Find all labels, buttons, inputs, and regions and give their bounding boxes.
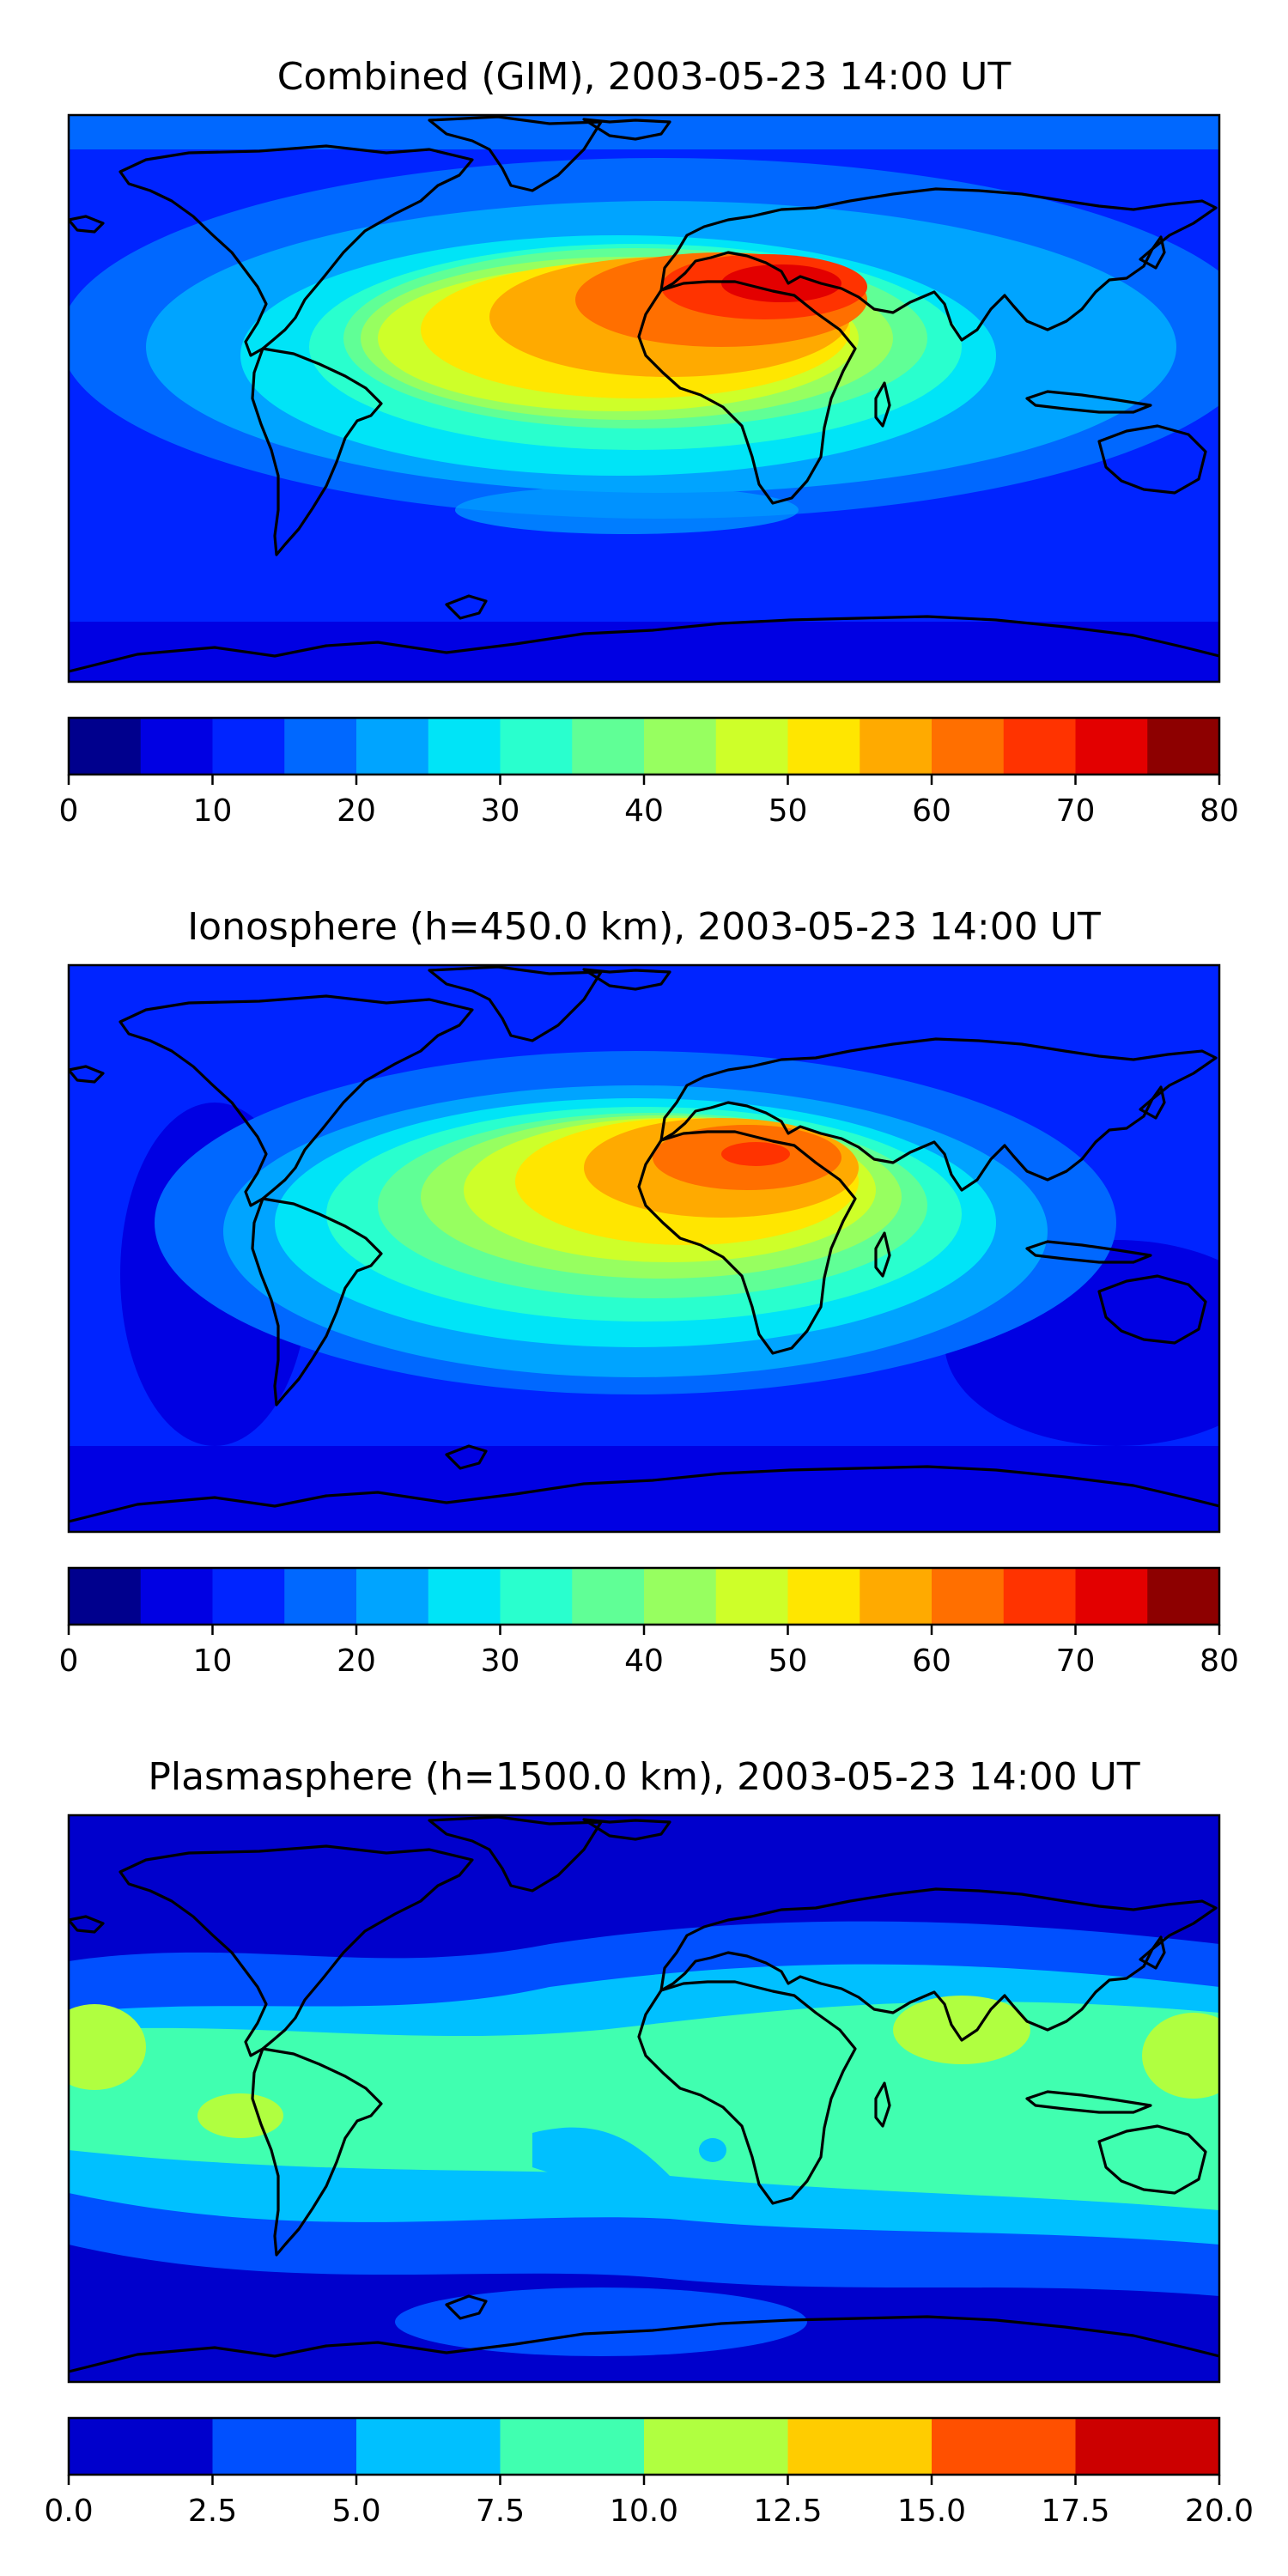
plasmasphere-colorbar-tick-label: 15.0 [897, 2494, 966, 2529]
ionosphere-colorbar-segment [644, 1568, 717, 1625]
plasmasphere-colorbar-tick-label: 20.0 [1185, 2494, 1254, 2529]
ionosphere-colorbar-segment [1075, 1568, 1148, 1625]
plasmasphere-colorbar-tick-label: 5.0 [331, 2494, 380, 2529]
plasmasphere-colorbar: 0.0 2.5 5.0 7.5 10.0 12.5 15.0 17.5 20.0 [44, 2416, 1254, 2529]
combined-colorbar-tick-label: 70 [1056, 793, 1096, 829]
plasmasphere-map-frame [67, 1814, 1221, 2384]
ionosphere-colorbar-segment [500, 1568, 573, 1625]
ionosphere-colorbar-segment [932, 1568, 1005, 1625]
combined-colorbar: 0 10 20 30 40 50 60 70 80 [59, 716, 1239, 829]
ionosphere-colorbar: 0 10 20 30 40 50 60 70 80 [59, 1566, 1239, 1679]
ionosphere-colorbar-segment [715, 1568, 789, 1625]
ionosphere-colorbar-tick-label: 60 [912, 1643, 951, 1679]
ionosphere-colorbar-tick-label: 70 [1056, 1643, 1096, 1679]
combined-colorbar-tick-label: 50 [769, 793, 808, 829]
plasmasphere-colorbar-segment [1075, 2418, 1220, 2475]
plasmasphere-colorbar-tick-label: 2.5 [188, 2494, 237, 2529]
combined-colorbar-segment [140, 718, 214, 775]
combined-colorbar-segment [1003, 718, 1077, 775]
ionosphere-colorbar-tick-label: 10 [193, 1643, 233, 1679]
ionosphere-colorbar-segment [284, 1568, 357, 1625]
ionosphere-colorbar-tick-label: 80 [1200, 1643, 1239, 1679]
ionosphere-colorbar-tick-label: 20 [337, 1643, 376, 1679]
plasmasphere-colorbar-segment [212, 2418, 357, 2475]
combined-title: Combined (GIM), 2003-05-23 14:00 UT [277, 55, 1012, 99]
ionosphere-colorbar-tick-label: 30 [481, 1643, 520, 1679]
combined-colorbar-tick-label: 30 [481, 793, 520, 829]
ionosphere-colorbar-segment [69, 1568, 142, 1625]
combined-colorbar-segment [860, 718, 933, 775]
ionosphere-colorbar-segment [356, 1568, 429, 1625]
combined-colorbar-segment [212, 718, 285, 775]
plasmasphere-map [69, 1815, 1219, 2382]
ionosphere-colorbar-segment [572, 1568, 645, 1625]
combined-colorbar-segment [787, 718, 860, 775]
plasmasphere-title: Plasmasphere (h=1500.0 km), 2003-05-23 1… [148, 1755, 1139, 1799]
ionosphere-title: Ionosphere (h=450.0 km), 2003-05-23 14:0… [187, 905, 1101, 949]
plasmasphere-colorbar-segment [932, 2418, 1077, 2475]
combined-colorbar-segment [500, 718, 573, 775]
plasmasphere-colorbar-tick-label: 10.0 [610, 2494, 678, 2529]
ionosphere-colorbar-segment [140, 1568, 214, 1625]
ionosphere-map [69, 965, 1219, 1532]
combined-colorbar-segment [932, 718, 1005, 775]
combined-colorbar-segment [1147, 718, 1220, 775]
ionosphere-map-frame [67, 963, 1221, 1534]
plasmasphere-colorbar-segment [644, 2418, 789, 2475]
ionosphere-colorbar-segment [787, 1568, 860, 1625]
plasmasphere-colorbar-segment [787, 2418, 933, 2475]
combined-colorbar-segment [356, 718, 429, 775]
plasmasphere-colorbar-tick-label: 12.5 [753, 2494, 822, 2529]
ionosphere-colorbar-segment [860, 1568, 933, 1625]
combined-colorbar-tick-label: 40 [624, 793, 664, 829]
combined-colorbar-segment [284, 718, 357, 775]
plasmasphere-colorbar-segment [500, 2418, 645, 2475]
combined-colorbar-tick-label: 60 [912, 793, 951, 829]
combined-colorbar-segment [428, 718, 501, 775]
combined-map-frame [67, 113, 1221, 683]
ionosphere-panel: Ionosphere (h=450.0 km), 2003-05-23 14:0… [59, 905, 1239, 1679]
combined-colorbar-segment [572, 718, 645, 775]
ionosphere-colorbar-tick-label: 40 [624, 1643, 664, 1679]
combined-colorbar-segment [715, 718, 789, 775]
ionosphere-colorbar-segment [1147, 1568, 1220, 1625]
ionosphere-colorbar-segment [212, 1568, 285, 1625]
plasmasphere-panel: Plasmasphere (h=1500.0 km), 2003-05-23 1… [44, 1755, 1254, 2529]
combined-colorbar-tick-label: 80 [1200, 793, 1239, 829]
ionosphere-colorbar-tick-label: 50 [769, 1643, 808, 1679]
plasmasphere-colorbar-tick-label: 0.0 [44, 2494, 93, 2529]
combined-colorbar-tick-label: 20 [337, 793, 376, 829]
ionosphere-colorbar-tick-label: 0 [59, 1643, 79, 1679]
combined-colorbar-tick-label: 10 [193, 793, 233, 829]
plasmasphere-colorbar-segment [69, 2418, 214, 2475]
ionosphere-colorbar-segment [1003, 1568, 1077, 1625]
ionosphere-colorbar-segment [428, 1568, 501, 1625]
combined-colorbar-segment [69, 718, 142, 775]
plasmasphere-colorbar-segment [356, 2418, 501, 2475]
combined-colorbar-tick-label: 0 [59, 793, 79, 829]
combined-colorbar-segment [1075, 718, 1148, 775]
combined-panel: Combined (GIM), 2003-05-23 14:00 UT 0 10 2… [59, 55, 1239, 829]
plasmasphere-colorbar-tick-label: 7.5 [476, 2494, 525, 2529]
combined-map [69, 115, 1219, 682]
plasmasphere-colorbar-tick-label: 17.5 [1041, 2494, 1109, 2529]
combined-colorbar-segment [644, 718, 717, 775]
